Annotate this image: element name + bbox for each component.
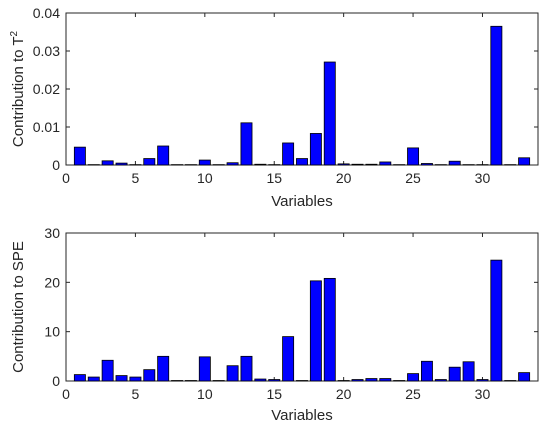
bar-var-16 <box>282 336 295 382</box>
y-tick-label: 0.03 <box>33 43 60 59</box>
t2-contribution-chart: 0 5 10 15 20 25 30 0 0.01 0.02 0.03 0.04 Variables… <box>9 5 539 210</box>
y-tick-label: 0.02 <box>33 81 60 97</box>
bar-var-3 <box>101 359 114 382</box>
bar-var-28 <box>448 366 461 382</box>
bar-var-18 <box>309 133 322 166</box>
x-tick-label: 10 <box>197 386 213 402</box>
axes-box <box>65 12 539 166</box>
bar-var-16 <box>282 142 295 166</box>
bar-var-33 <box>518 372 531 382</box>
bar-var-14 <box>254 378 267 382</box>
x-tick-label: 0 <box>62 386 70 402</box>
bar-var-10 <box>198 356 211 382</box>
bar-var-23 <box>379 378 392 382</box>
x-tick-label: 5 <box>132 386 140 402</box>
bar-var-13 <box>240 355 253 382</box>
bar-var-14 <box>254 163 267 166</box>
bar-var-3 <box>101 160 114 166</box>
bar-var-25 <box>407 147 420 166</box>
bar-var-10 <box>198 159 211 166</box>
x-axis-label: Variables <box>271 193 332 210</box>
x-tick-label: 25 <box>405 386 421 402</box>
x-tick-label: 0 <box>62 170 70 186</box>
bar-var-28 <box>448 160 461 166</box>
x-tick-label: 30 <box>475 170 491 186</box>
bar-var-21 <box>351 163 364 166</box>
bar-var-17 <box>296 158 308 166</box>
y-tick-label: 0.04 <box>33 5 60 21</box>
y-axis-label: Contribution to T2 <box>9 30 27 147</box>
x-tick-label: 15 <box>266 386 282 402</box>
x-tick-label: 10 <box>197 170 213 186</box>
spe-contribution-chart: 0 5 10 15 20 25 30 0 10 20 30 Variables Contribut… <box>10 225 539 424</box>
y-tick-labels: 0 10 20 30 <box>44 225 60 389</box>
bar-var-6 <box>143 369 156 382</box>
bar-var-6 <box>143 158 156 166</box>
bar-var-4 <box>115 162 128 166</box>
y-tick-label: 0.01 <box>33 119 60 135</box>
bar-var-19 <box>323 61 336 166</box>
bar-var-26 <box>420 360 433 382</box>
bar-var-33 <box>518 157 531 166</box>
bar-var-20 <box>337 163 350 166</box>
bar-var-21 <box>351 379 364 382</box>
bar-var-5 <box>129 376 142 382</box>
bar-var-13 <box>240 122 253 166</box>
y-axis-label-superscript: 2 <box>9 30 20 36</box>
bar-var-31 <box>490 259 503 382</box>
x-tick-label: 5 <box>132 170 140 186</box>
bar-var-1 <box>73 374 86 382</box>
y-tick-label: 0 <box>52 157 60 173</box>
x-tick-label: 20 <box>336 386 352 402</box>
bar-var-18 <box>309 280 322 382</box>
bar-var-30 <box>476 379 489 382</box>
bar-var-19 <box>323 277 336 382</box>
y-tick-label: 10 <box>44 324 60 340</box>
bar-var-22 <box>365 378 378 382</box>
bar-var-26 <box>420 163 433 166</box>
bar-var-23 <box>379 161 392 166</box>
y-axis-label-text: Contribution to T <box>10 36 27 147</box>
x-tick-label: 25 <box>405 170 421 186</box>
bar-var-12 <box>226 365 239 382</box>
bar-var-2 <box>87 376 100 382</box>
x-tick-labels: 0 5 10 15 20 25 30 <box>62 386 490 402</box>
bar-series <box>73 259 531 382</box>
x-axis-label: Variables <box>271 407 332 424</box>
bar-var-25 <box>407 373 420 382</box>
y-tick-label: 30 <box>44 225 60 241</box>
y-tick-label: 0 <box>52 373 60 389</box>
bar-var-27 <box>434 379 447 382</box>
y-tick-labels: 0 0.01 0.02 0.03 0.04 <box>33 5 60 173</box>
x-tick-labels: 0 5 10 15 20 25 30 <box>62 170 490 186</box>
x-tick-label: 20 <box>336 170 352 186</box>
bar-var-1 <box>73 146 86 166</box>
y-tick-label: 20 <box>44 274 60 290</box>
bar-var-7 <box>157 355 170 382</box>
y-axis-label: Contribution to SPE <box>10 241 27 373</box>
bar-series <box>73 25 531 166</box>
bar-var-15 <box>268 379 281 382</box>
x-tick-label: 15 <box>266 170 282 186</box>
bar-var-12 <box>226 162 239 166</box>
bar-var-31 <box>490 25 503 166</box>
bar-var-4 <box>115 375 128 382</box>
axes-box <box>65 232 539 382</box>
x-tick-label: 30 <box>475 386 491 402</box>
bar-var-7 <box>157 145 170 166</box>
bar-var-22 <box>365 163 378 166</box>
bar-var-29 <box>462 361 475 382</box>
